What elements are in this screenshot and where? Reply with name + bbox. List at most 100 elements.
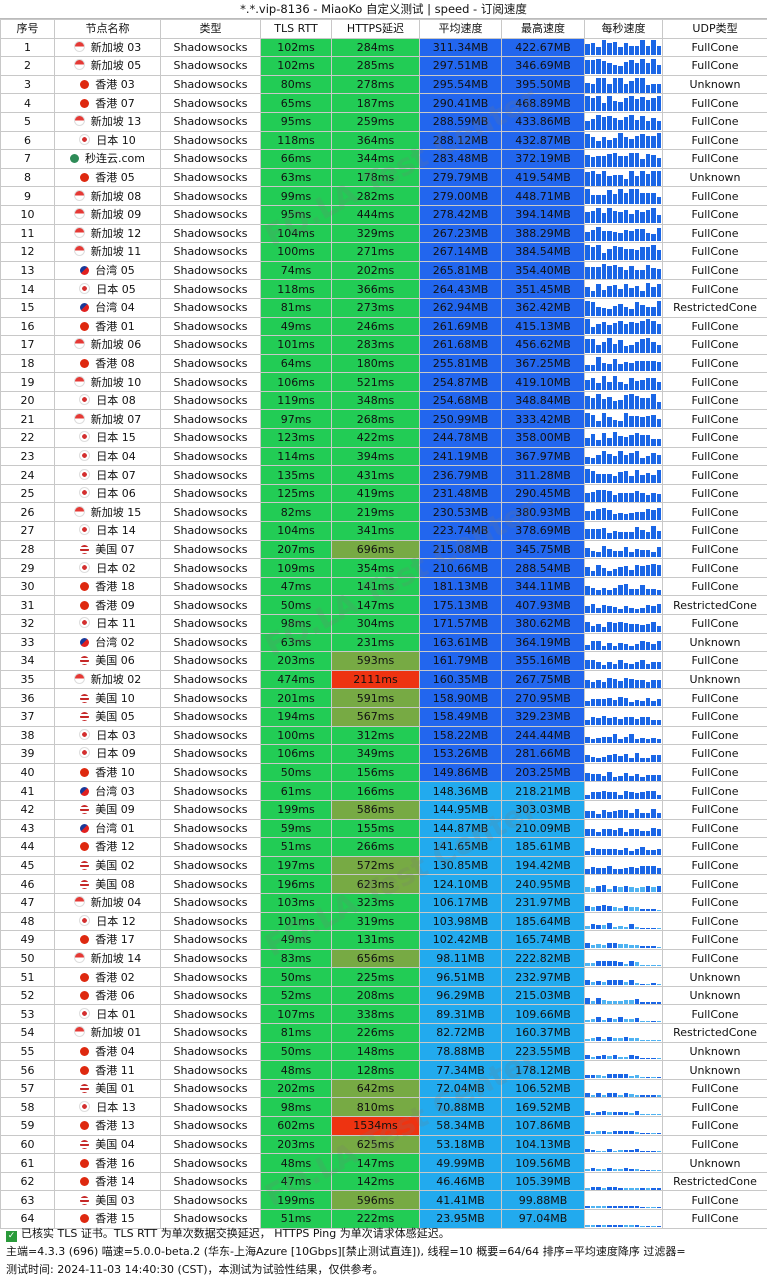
max-speed-value: 380.93MB xyxy=(501,502,585,523)
table-row[interactable]: 27 日本 14 Shadowsocks 104ms 341ms 223.74MB 378.… xyxy=(0,521,767,541)
table-row[interactable]: 43 台湾 01 Shadowsocks 59ms 155ms 144.87MB 210.0… xyxy=(0,818,767,839)
sparkline-bar xyxy=(612,231,617,242)
sparkline-bar xyxy=(651,1132,656,1134)
table-row[interactable]: 61 香港 16 Shadowsocks 48ms 147ms 49.99MB 109.56… xyxy=(0,1153,767,1173)
table-row[interactable]: 1 新加坡 03 Shadowsocks 102ms 284ms 311.34MB 422.… xyxy=(0,37,767,58)
table-row[interactable]: 7 秒连云.com Shadowsocks 66ms 344ms 283.48MB 372.… xyxy=(0,149,767,169)
table-row[interactable]: 6 日本 10 Shadowsocks 118ms 364ms 288.12MB 432.8… xyxy=(0,130,767,151)
table-row[interactable]: 2 新加坡 05 Shadowsocks 102ms 285ms 297.51MB 346.… xyxy=(0,56,767,76)
table-row[interactable]: 30 香港 18 Shadowsocks 47ms 141ms 181.13MB 344.1… xyxy=(0,576,767,597)
table-row[interactable]: 52 香港 06 Shadowsocks 52ms 208ms 96.29MB 215.03… xyxy=(0,985,767,1006)
table-row[interactable]: 12 新加坡 11 Shadowsocks 100ms 271ms 267.14MB 384… xyxy=(0,242,767,262)
table-row[interactable]: 33 台湾 02 Shadowsocks 63ms 231ms 163.61MB 364.1… xyxy=(0,632,767,653)
sparkline-bar xyxy=(590,659,595,669)
col-header-index[interactable]: 序号 xyxy=(0,19,55,39)
table-row[interactable]: 58 日本 13 Shadowsocks 98ms 810ms 70.88MB 169.52… xyxy=(0,1097,767,1118)
table-row[interactable]: 46 美国 08 Shadowsocks 196ms 623ms 124.10MB 240.… xyxy=(0,874,767,894)
sparkline-bar xyxy=(645,774,650,781)
sparkline-bar xyxy=(629,1076,634,1079)
table-row[interactable]: 5 新加坡 13 Shadowsocks 95ms 259ms 288.59MB 433.8… xyxy=(0,111,767,132)
table-row[interactable]: 50 新加坡 14 Shadowsocks 83ms 656ms 98.11MB 222.8… xyxy=(0,948,767,969)
avg-speed-value: 254.68MB xyxy=(419,390,502,411)
table-row[interactable]: 26 新加坡 15 Shadowsocks 82ms 219ms 230.53MB 380.… xyxy=(0,502,767,523)
col-header-type[interactable]: 类型 xyxy=(160,19,261,39)
table-row[interactable]: 20 日本 08 Shadowsocks 119ms 348ms 254.68MB 348.… xyxy=(0,390,767,411)
sparkline-bar xyxy=(601,961,606,967)
table-row[interactable]: 24 日本 07 Shadowsocks 135ms 431ms 236.79MB 311.… xyxy=(0,465,767,485)
tls-rtt-value: 197ms xyxy=(260,855,332,876)
table-row[interactable]: 63 美国 03 Shadowsocks 199ms 596ms 41.41MB 99.88… xyxy=(0,1190,767,1210)
table-row[interactable]: 22 日本 15 Shadowsocks 123ms 422ms 244.78MB 358.… xyxy=(0,428,767,448)
table-row[interactable]: 11 新加坡 12 Shadowsocks 104ms 329ms 267.23MB 388… xyxy=(0,223,767,244)
sparkline-bar xyxy=(612,699,617,707)
table-row[interactable]: 9 新加坡 08 Shadowsocks 99ms 282ms 279.00MB 448.7… xyxy=(0,186,767,206)
sparkline-bar xyxy=(590,267,595,279)
table-row[interactable]: 31 香港 09 Shadowsocks 50ms 147ms 175.13MB 407.9… xyxy=(0,595,767,615)
table-row[interactable]: 48 日本 12 Shadowsocks 101ms 319ms 103.98MB 185.… xyxy=(0,911,767,932)
table-row[interactable]: 36 美国 10 Shadowsocks 201ms 591ms 158.90MB 270.… xyxy=(0,688,767,708)
table-row[interactable]: 45 美国 02 Shadowsocks 197ms 572ms 130.85MB 194.… xyxy=(0,855,767,876)
sparkline-bars xyxy=(585,114,662,130)
table-row[interactable]: 29 日本 02 Shadowsocks 109ms 354ms 210.66MB 288.… xyxy=(0,558,767,578)
table-row[interactable]: 40 香港 10 Shadowsocks 50ms 156ms 149.86MB 203.2… xyxy=(0,762,767,783)
sparkline-bar xyxy=(645,1188,650,1190)
sparkline-bar xyxy=(618,471,623,484)
table-row[interactable]: 37 美国 05 Shadowsocks 194ms 567ms 158.49MB 329.… xyxy=(0,706,767,727)
col-header-avg-speed[interactable]: 平均速度 xyxy=(419,19,502,39)
table-row[interactable]: 8 香港 05 Shadowsocks 63ms 178ms 279.79MB 419.54… xyxy=(0,167,767,188)
sparkline-bar xyxy=(645,681,650,688)
sparkline-bar xyxy=(623,1149,628,1153)
col-header-max-speed[interactable]: 最高速度 xyxy=(501,19,585,39)
table-row[interactable]: 14 日本 05 Shadowsocks 118ms 366ms 264.43MB 351.… xyxy=(0,279,767,299)
col-header-node-name[interactable]: 节点名称 xyxy=(54,19,161,39)
table-row[interactable]: 42 美国 09 Shadowsocks 199ms 586ms 144.95MB 303.… xyxy=(0,799,767,820)
table-row[interactable]: 53 日本 01 Shadowsocks 107ms 338ms 89.31MB 109.6… xyxy=(0,1004,767,1025)
table-row[interactable]: 3 香港 03 Shadowsocks 80ms 278ms 295.54MB 395.50… xyxy=(0,74,767,95)
col-header-udp-type[interactable]: UDP类型 xyxy=(662,19,767,39)
sparkline-bar xyxy=(651,59,656,74)
table-row[interactable]: 59 香港 13 Shadowsocks 602ms 1534ms 58.34MB 107.… xyxy=(0,1116,767,1136)
table-row[interactable]: 51 香港 02 Shadowsocks 50ms 225ms 96.51MB 232.97… xyxy=(0,967,767,987)
table-row[interactable]: 19 新加坡 10 Shadowsocks 106ms 521ms 254.87MB 419… xyxy=(0,372,767,392)
sparkline-bars xyxy=(585,1119,662,1134)
table-row[interactable]: 49 香港 17 Shadowsocks 49ms 131ms 102.42MB 165.7… xyxy=(0,930,767,950)
table-row[interactable]: 25 日本 06 Shadowsocks 125ms 419ms 231.48MB 290.… xyxy=(0,483,767,504)
table-row[interactable]: 4 香港 07 Shadowsocks 65ms 187ms 290.41MB 468.89… xyxy=(0,93,767,113)
table-row[interactable]: 17 新加坡 06 Shadowsocks 101ms 283ms 261.68MB 456… xyxy=(0,335,767,355)
table-row[interactable]: 21 新加坡 07 Shadowsocks 97ms 268ms 250.99MB 333.… xyxy=(0,409,767,430)
table-row[interactable]: 13 台湾 05 Shadowsocks 74ms 202ms 265.81MB 354.4… xyxy=(0,260,767,281)
table-row[interactable]: 44 香港 12 Shadowsocks 51ms 266ms 141.65MB 185.6… xyxy=(0,837,767,857)
table-row[interactable]: 54 新加坡 01 Shadowsocks 81ms 226ms 82.72MB 160.3… xyxy=(0,1023,767,1043)
table-row[interactable]: 32 日本 11 Shadowsocks 98ms 304ms 171.57MB 380.6… xyxy=(0,614,767,634)
table-row[interactable]: 60 美国 04 Shadowsocks 203ms 625ms 53.18MB 104.1… xyxy=(0,1134,767,1155)
table-row[interactable]: 15 台湾 04 Shadowsocks 81ms 273ms 262.94MB 362.4… xyxy=(0,297,767,318)
sparkline-bar xyxy=(634,301,639,316)
sparkline-bars xyxy=(585,598,662,614)
sparkline-bar xyxy=(656,885,661,893)
table-row[interactable]: 35 新加坡 02 Shadowsocks 474ms 2111ms 160.35MB 26… xyxy=(0,669,767,690)
table-row[interactable]: 10 新加坡 09 Shadowsocks 95ms 444ms 278.42MB 394.… xyxy=(0,204,767,225)
table-row[interactable]: 39 日本 09 Shadowsocks 106ms 349ms 153.26MB 281.… xyxy=(0,744,767,764)
sparkline-bar xyxy=(623,532,628,539)
col-header-https-delay[interactable]: HTTPS延迟 xyxy=(331,19,420,39)
table-row[interactable]: 34 美国 06 Shadowsocks 203ms 593ms 161.79MB 355.… xyxy=(0,651,767,671)
table-row[interactable]: 55 香港 04 Shadowsocks 50ms 148ms 78.88MB 223.55… xyxy=(0,1041,767,1062)
table-row[interactable]: 18 香港 08 Shadowsocks 64ms 180ms 255.81MB 367.2… xyxy=(0,353,767,374)
row-index: 34 xyxy=(0,651,55,671)
table-row[interactable]: 47 新加坡 04 Shadowsocks 103ms 323ms 106.17MB 231… xyxy=(0,892,767,913)
col-header-tls-rtt[interactable]: TLS RTT xyxy=(260,19,332,39)
footer-line-2: 主端=4.3.3 (696) 喵速=5.0.0-beta.2 (华东-上海Azu… xyxy=(6,1245,686,1258)
table-row[interactable]: 64 香港 15 Shadowsocks 51ms 222ms 23.95MB 97.04M… xyxy=(0,1209,767,1229)
table-row[interactable]: 62 香港 14 Shadowsocks 47ms 142ms 46.46MB 105.39… xyxy=(0,1171,767,1192)
sparkline-bar xyxy=(634,270,639,279)
table-row[interactable]: 38 日本 03 Shadowsocks 100ms 312ms 158.22MB 244.… xyxy=(0,725,767,746)
udp-type-value: FullCone xyxy=(662,948,767,969)
sparkline-bar xyxy=(612,885,617,893)
table-row[interactable]: 16 香港 01 Shadowsocks 49ms 246ms 261.69MB 415.1… xyxy=(0,316,767,337)
table-row[interactable]: 57 美国 01 Shadowsocks 202ms 642ms 72.04MB 106.5… xyxy=(0,1078,767,1099)
table-row[interactable]: 23 日本 04 Shadowsocks 114ms 394ms 241.19MB 367.… xyxy=(0,446,767,467)
table-row[interactable]: 28 美国 07 Shadowsocks 207ms 696ms 215.08MB 345.… xyxy=(0,539,767,560)
col-header-per-second[interactable]: 每秒速度 xyxy=(584,19,663,39)
table-row[interactable]: 56 香港 11 Shadowsocks 48ms 128ms 77.34MB 178.12… xyxy=(0,1060,767,1080)
table-row[interactable]: 41 台湾 03 Shadowsocks 61ms 166ms 148.36MB 218.2… xyxy=(0,781,767,801)
